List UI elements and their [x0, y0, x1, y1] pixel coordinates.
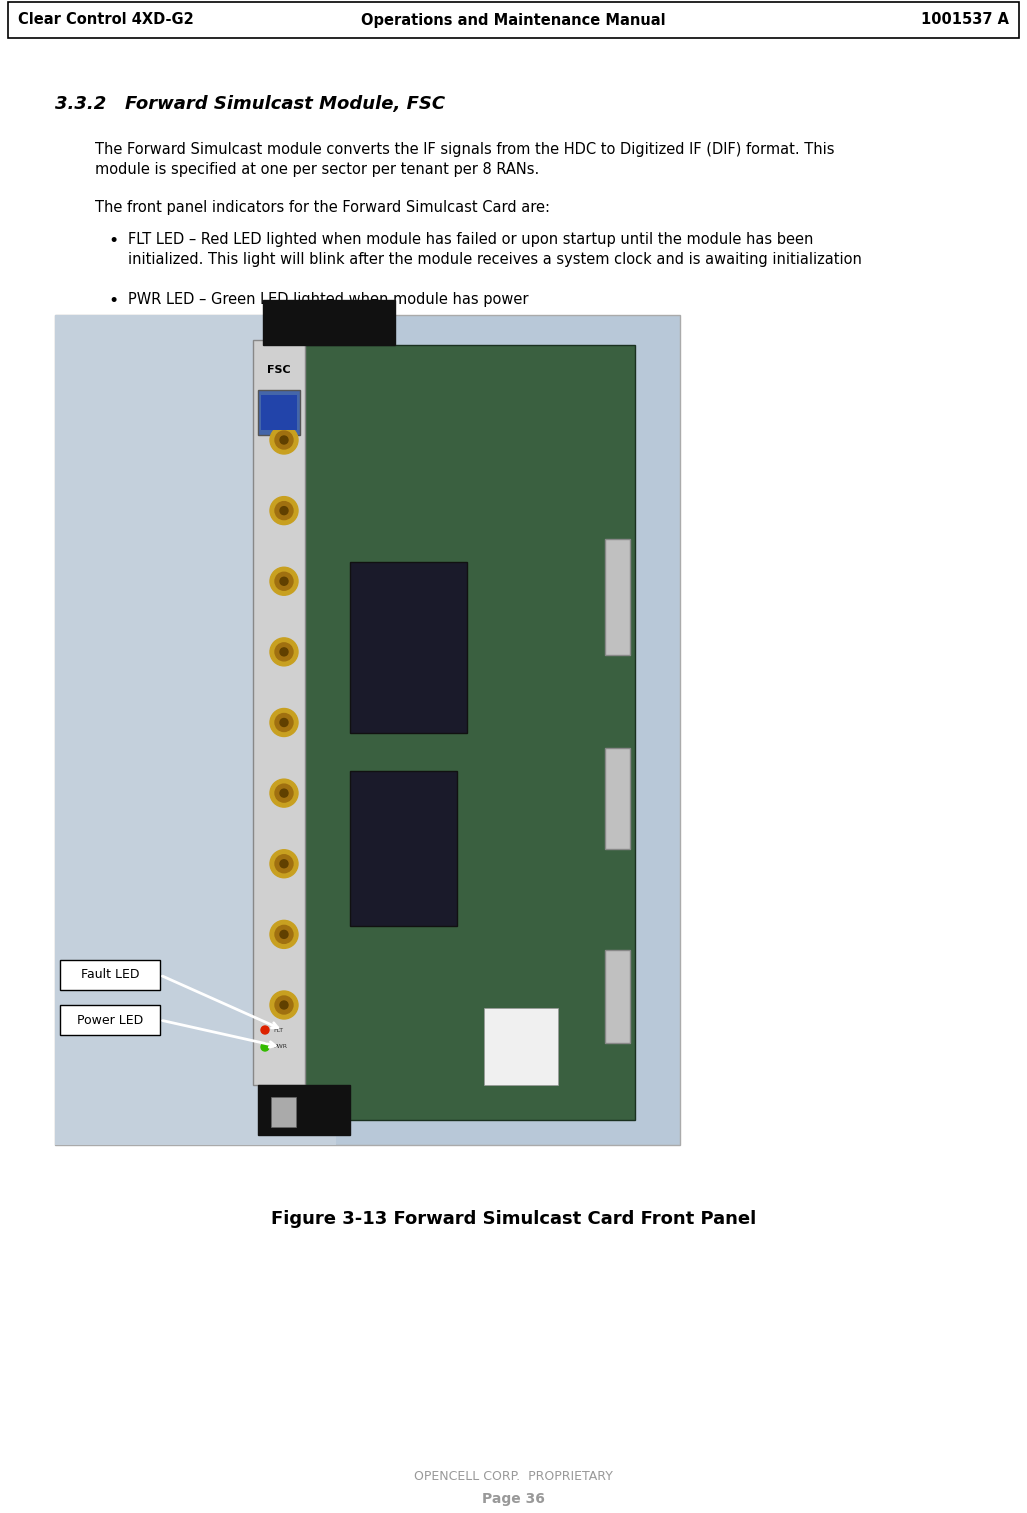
- Circle shape: [275, 855, 293, 873]
- Text: PWR: PWR: [273, 1044, 287, 1050]
- Circle shape: [275, 572, 293, 590]
- Bar: [350, 772, 457, 926]
- Text: FSC: FSC: [267, 365, 291, 375]
- Text: Power LED: Power LED: [77, 1014, 143, 1026]
- Circle shape: [280, 436, 288, 443]
- Bar: [55, 315, 680, 1145]
- Bar: [8, 2, 1019, 38]
- Circle shape: [280, 507, 288, 514]
- Circle shape: [280, 578, 288, 586]
- Text: 1001537 A: 1001537 A: [921, 12, 1009, 27]
- Text: Clear Control 4XD-G2: Clear Control 4XD-G2: [18, 12, 194, 27]
- Bar: [271, 1097, 296, 1127]
- Circle shape: [270, 920, 298, 949]
- Circle shape: [275, 431, 293, 449]
- Bar: [263, 300, 395, 345]
- Bar: [350, 561, 467, 732]
- Text: The front panel indicators for the Forward Simulcast Card are:: The front panel indicators for the Forwa…: [96, 200, 550, 215]
- Circle shape: [275, 996, 293, 1014]
- Circle shape: [270, 496, 298, 525]
- Bar: [55, 315, 336, 1145]
- Text: OPENCELL CORP.  PROPRIETARY: OPENCELL CORP. PROPRIETARY: [414, 1471, 613, 1483]
- Text: FLT: FLT: [273, 1027, 283, 1032]
- Bar: [60, 961, 160, 990]
- Circle shape: [270, 427, 298, 454]
- Text: Page 36: Page 36: [482, 1492, 545, 1505]
- Bar: [605, 747, 630, 849]
- Circle shape: [275, 502, 293, 519]
- Circle shape: [280, 1002, 288, 1009]
- Text: module is specified at one per sector per tenant per 8 RANs.: module is specified at one per sector pe…: [96, 162, 539, 177]
- Circle shape: [270, 991, 298, 1018]
- Circle shape: [261, 1042, 269, 1052]
- Text: •: •: [108, 292, 118, 310]
- Bar: [485, 1008, 558, 1085]
- Text: Figure 3-13 Forward Simulcast Card Front Panel: Figure 3-13 Forward Simulcast Card Front…: [271, 1210, 756, 1229]
- Text: FLT LED – Red LED lighted when module has failed or upon startup until the modul: FLT LED – Red LED lighted when module ha…: [128, 231, 813, 247]
- Circle shape: [280, 859, 288, 868]
- Circle shape: [270, 779, 298, 806]
- Text: Operations and Maintenance Manual: Operations and Maintenance Manual: [362, 12, 665, 27]
- Bar: [300, 345, 635, 1120]
- Circle shape: [270, 708, 298, 737]
- Text: initialized. This light will blink after the module receives a system clock and : initialized. This light will blink after…: [128, 253, 862, 266]
- Circle shape: [275, 784, 293, 802]
- Bar: [253, 340, 305, 1085]
- Bar: [605, 539, 630, 655]
- Bar: [60, 1005, 160, 1035]
- Circle shape: [280, 719, 288, 726]
- Circle shape: [270, 850, 298, 878]
- Circle shape: [261, 1026, 269, 1033]
- Circle shape: [275, 926, 293, 944]
- Text: •: •: [108, 231, 118, 250]
- Text: The Forward Simulcast module converts the IF signals from the HDC to Digitized I: The Forward Simulcast module converts th…: [96, 142, 835, 157]
- Circle shape: [275, 714, 293, 731]
- Bar: [258, 1085, 350, 1135]
- Text: PWR LED – Green LED lighted when module has power: PWR LED – Green LED lighted when module …: [128, 292, 529, 307]
- Text: Fault LED: Fault LED: [81, 968, 140, 982]
- Text: 3.3.2   Forward Simulcast Module, FSC: 3.3.2 Forward Simulcast Module, FSC: [55, 95, 445, 113]
- Circle shape: [270, 638, 298, 666]
- Circle shape: [280, 790, 288, 797]
- Bar: [261, 395, 297, 430]
- Bar: [258, 390, 300, 436]
- Circle shape: [275, 643, 293, 661]
- Circle shape: [280, 648, 288, 655]
- Circle shape: [280, 930, 288, 938]
- Circle shape: [270, 567, 298, 595]
- Bar: [605, 950, 630, 1042]
